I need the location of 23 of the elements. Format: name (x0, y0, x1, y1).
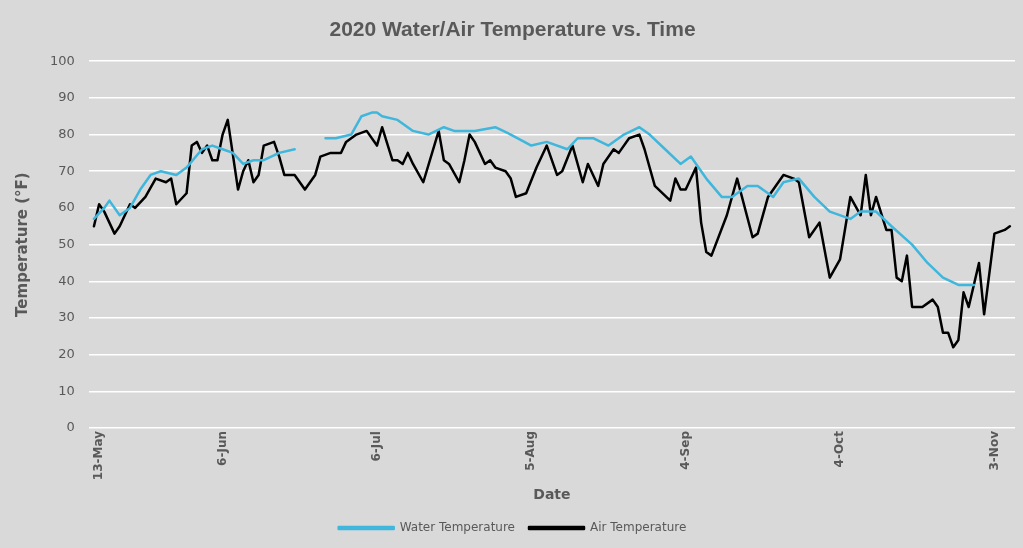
y-tick-label: 0 (66, 419, 75, 435)
chart-title: 2020 Water/Air Temperature vs. Time (329, 17, 696, 41)
x-tick-label: 6-Jun (214, 431, 229, 466)
y-tick-label: 40 (58, 272, 75, 288)
y-tick-label: 30 (58, 309, 75, 325)
y-tick-label: 50 (58, 235, 75, 251)
y-tick-label: 70 (58, 162, 75, 178)
x-tick-label: 13-May (91, 430, 106, 481)
x-tick-label: 4-Sep (677, 430, 692, 470)
x-tick-label: 3-Nov (986, 430, 1001, 471)
y-tick-label: 90 (58, 89, 75, 105)
y-tick-label: 100 (49, 52, 75, 68)
y-tick-label: 80 (58, 125, 75, 141)
x-tick-label: 4-Oct (832, 430, 847, 468)
y-tick-label: 60 (58, 199, 75, 215)
legend-label: Water Temperature (399, 520, 516, 535)
legend-label: Air Temperature (590, 520, 687, 535)
y-tick-label: 20 (58, 346, 75, 362)
x-tick-label: 5-Aug (523, 431, 538, 471)
x-tick-label: 6-Jul (369, 431, 384, 462)
y-axis-title: Temperature (°F) (12, 172, 31, 317)
x-axis-title: Date (533, 486, 571, 503)
y-tick-label: 10 (58, 382, 75, 398)
